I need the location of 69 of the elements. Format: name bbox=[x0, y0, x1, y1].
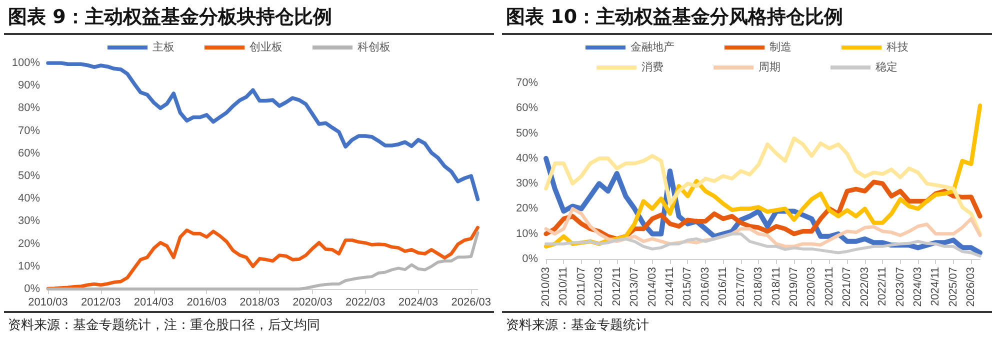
y-tick-label: 10% bbox=[516, 228, 538, 240]
x-tick-label: 2013/07 bbox=[628, 267, 641, 307]
y-tick-label: 90% bbox=[18, 80, 40, 92]
y-tick-label: 40% bbox=[18, 192, 40, 205]
y-tick-label: 0% bbox=[522, 253, 538, 265]
x-tick-label: 2016/03 bbox=[186, 296, 227, 308]
y-tick-label: 0% bbox=[24, 283, 40, 295]
legend-label: 消费 bbox=[642, 60, 664, 74]
x-tick-label: 2024/03 bbox=[912, 267, 924, 307]
y-tick-label: 60% bbox=[516, 102, 538, 114]
text: 资料来源：基金专题统计 bbox=[502, 311, 992, 357]
x-tick-label: 2026/03 bbox=[451, 296, 491, 308]
y-tick-label: 70% bbox=[516, 77, 538, 89]
x-tick-label: 2018/03 bbox=[752, 267, 765, 307]
x-tick-label: 2012/03 bbox=[81, 296, 121, 308]
x-tick-label: 2018/03 bbox=[240, 296, 280, 308]
y-tick-label: 30% bbox=[516, 178, 538, 190]
x-tick-label: 2020/03 bbox=[806, 267, 818, 307]
legend-label: 稳定 bbox=[876, 60, 898, 74]
y-tick-label: 20% bbox=[18, 238, 40, 250]
line-series bbox=[544, 232, 982, 258]
y-tick-label: 20% bbox=[516, 202, 538, 215]
legend-label: 创业板 bbox=[250, 40, 282, 54]
legend-label: 金融地产 bbox=[630, 40, 674, 54]
x-tick-label: 2026/03 bbox=[965, 267, 978, 307]
legend-label: 制造 bbox=[770, 40, 792, 54]
x-tick-label: 2023/07 bbox=[894, 267, 906, 307]
line-series bbox=[544, 136, 982, 236]
y-tick-label: 80% bbox=[18, 102, 40, 114]
x-tick-label: 2022/03 bbox=[345, 296, 386, 308]
x-tick-label: 2021/07 bbox=[841, 267, 854, 307]
legend-label: 科技 bbox=[886, 42, 908, 54]
x-tick-label: 2012/03 bbox=[593, 267, 606, 307]
y-tick-label: 100% bbox=[12, 57, 40, 69]
y-tick-label: 30% bbox=[18, 215, 40, 228]
x-tick-label: 2011/07 bbox=[575, 267, 588, 306]
x-tick-label: 2010/11 bbox=[558, 267, 570, 306]
legend-label: 科创板 bbox=[358, 42, 390, 54]
x-tick-label: 2016/11 bbox=[717, 267, 730, 306]
x-tick-label: 2019/07 bbox=[788, 267, 800, 307]
x-tick-label: 2015/07 bbox=[682, 267, 694, 307]
x-tick-label: 2012/11 bbox=[610, 267, 623, 306]
x-tick-label: 2014/11 bbox=[664, 267, 676, 306]
x-tick-label: 2014/03 bbox=[134, 296, 174, 308]
x-tick-label: 2024/03 bbox=[398, 296, 438, 308]
y-tick-label: 50% bbox=[516, 127, 538, 140]
x-tick-label: 2014/03 bbox=[646, 267, 658, 307]
x-tick-label: 2018/11 bbox=[770, 267, 782, 306]
x-tick-label: 2022/03 bbox=[858, 267, 871, 307]
legend-label: 主板 bbox=[152, 40, 174, 54]
y-tick-label: 60% bbox=[18, 147, 40, 160]
x-tick-label: 2025/07 bbox=[947, 267, 960, 307]
line-series bbox=[46, 61, 480, 202]
x-tick-label: 2024/11 bbox=[930, 267, 942, 306]
x-tick-label: 2010/03 bbox=[540, 267, 552, 307]
y-tick-label: 10% bbox=[18, 260, 40, 272]
x-tick-label: 2010/03 bbox=[28, 296, 68, 308]
legend-label: 周期 bbox=[758, 62, 780, 74]
text: 资料来源：基金专题统计，注：重仓股口径，后文均同 bbox=[4, 311, 494, 357]
x-tick-label: 2016/03 bbox=[699, 267, 712, 307]
chart-title: 图表 9：主动权益基金分板块持仓比例 bbox=[4, 0, 494, 35]
x-tick-label: 2020/03 bbox=[292, 296, 332, 308]
x-tick-label: 2020/11 bbox=[823, 267, 836, 306]
x-tick-label: 2022/11 bbox=[876, 267, 889, 306]
y-tick-label: 70% bbox=[18, 124, 40, 137]
chart-title: 图表 10：主动权益基金分风格持仓比例 bbox=[502, 0, 992, 35]
y-tick-label: 40% bbox=[516, 152, 538, 164]
y-tick-label: 50% bbox=[18, 170, 40, 182]
x-tick-label: 2017/07 bbox=[734, 267, 747, 307]
